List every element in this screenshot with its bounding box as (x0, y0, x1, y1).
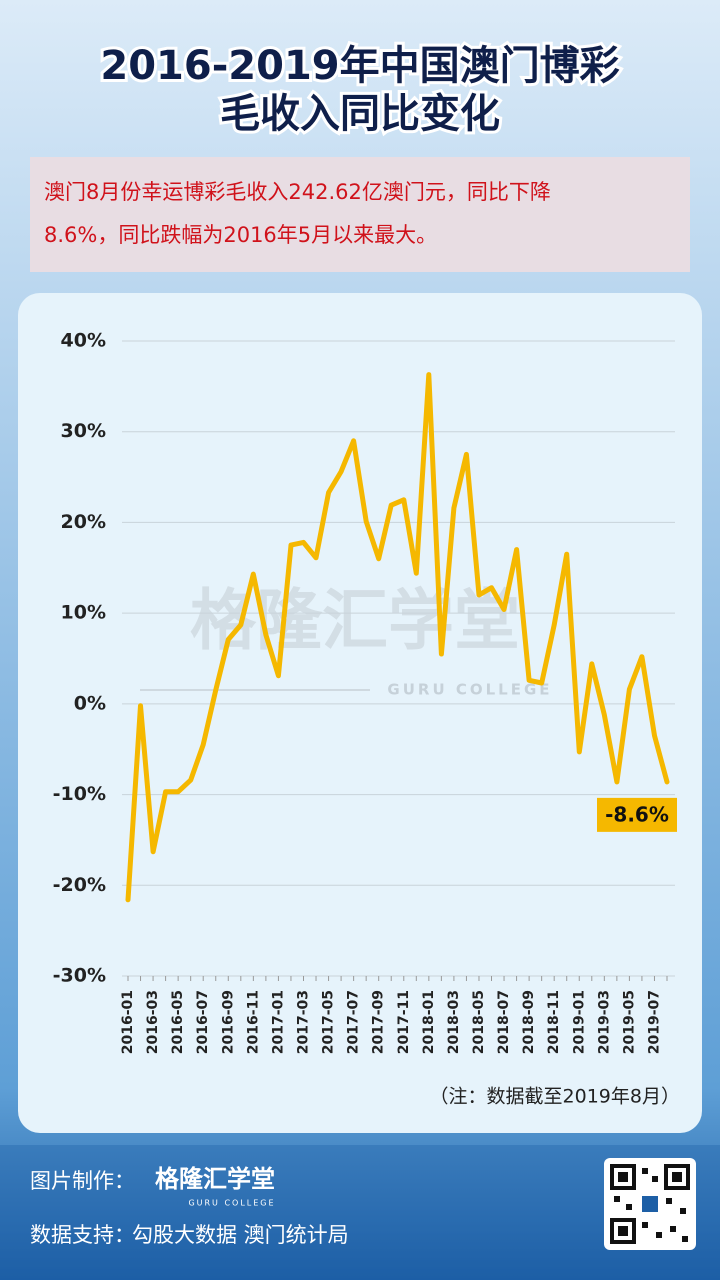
summary: 8.6%，同比跌幅为2016年5月以来最大。 (44, 223, 437, 247)
footer-label: 图片制作： (30, 1169, 135, 1193)
x-tick-label: 2017-05 (321, 990, 337, 1054)
note: （注：数据截至2019年8月） (430, 1086, 680, 1108)
x-tick-label: 2016-03 (145, 990, 161, 1054)
footer-sources: 勾股大数据 澳门统计局 (132, 1223, 349, 1247)
qr-code (604, 1158, 696, 1250)
line (125, 372, 670, 903)
x-tick-label: 2016-11 (245, 990, 261, 1054)
y-tick-label: 20% (61, 511, 106, 533)
x-tick-label: 2017-03 (295, 990, 311, 1054)
y-tick-label: 40% (61, 330, 106, 352)
value-label: -8.6% (605, 802, 669, 826)
y-tick-label: -10% (53, 783, 106, 805)
x-tick-label: 2019-05 (621, 990, 637, 1054)
x-tick-label: 2019-07 (646, 990, 662, 1054)
y-tick-label: -20% (53, 874, 106, 896)
x-tick-label: 2019-01 (571, 990, 587, 1054)
x-tick-label: 2018-05 (471, 990, 487, 1054)
footer-label: 数据支持： (30, 1223, 135, 1247)
footer-band (0, 1145, 720, 1280)
x-tick-label: 2016-05 (170, 990, 186, 1054)
chart-panel (18, 293, 702, 1133)
x-tick-label: 2018-11 (546, 990, 562, 1054)
x-tick-label: 2017-07 (346, 990, 362, 1054)
summary: 澳门8月份幸运博彩毛收入242.62亿澳门元，同比下降 (44, 180, 551, 204)
x-tick-label: 2018-07 (496, 990, 512, 1054)
x-tick-label: 2017-11 (396, 990, 412, 1054)
x-tick-label: 2017-01 (270, 990, 286, 1054)
watermark: GURU COLLEGE (387, 681, 552, 699)
value-label-box (597, 797, 677, 832)
y-tick-label: 30% (61, 420, 106, 442)
x-tick-label: 2016-09 (220, 990, 236, 1054)
footer-logo: 格隆汇学堂 (155, 1165, 275, 1193)
footer-logo-tagline: GURU COLLEGE (188, 1199, 275, 1208)
watermark: 格隆汇学堂 (190, 582, 520, 659)
x-tick-label: 2017-09 (371, 990, 387, 1054)
x-tick-label: 2018-01 (421, 990, 437, 1054)
y-tick-label: 0% (74, 692, 106, 714)
x-tick-label: 2016-07 (195, 990, 211, 1054)
summary-box (30, 157, 690, 272)
title: 毛收入同比变化 (220, 91, 500, 137)
plot: -30% -20% -10% 0% 10% 20% 30% 40% 2016-01 2016-03… (53, 330, 677, 1054)
x-tick-label: 2019-03 (596, 990, 612, 1054)
x-tick-label: 2018-09 (521, 990, 537, 1054)
title: 2016-2019年中国澳门博彩 (100, 43, 619, 89)
x-tick-label: 2016-01 (120, 990, 136, 1054)
x-tick-label: 2018-03 (446, 990, 462, 1054)
y-tick-label: 10% (61, 602, 106, 624)
y-tick-label: -30% (53, 965, 106, 987)
